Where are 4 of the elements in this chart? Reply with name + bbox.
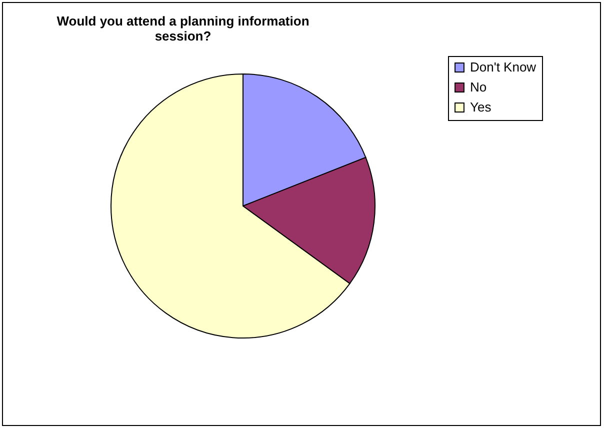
legend-label: No bbox=[470, 80, 487, 94]
chart-title: Would you attend a planning information session? bbox=[56, 14, 310, 44]
legend-label: Don't Know bbox=[470, 60, 537, 74]
legend-label: Yes bbox=[470, 100, 492, 114]
